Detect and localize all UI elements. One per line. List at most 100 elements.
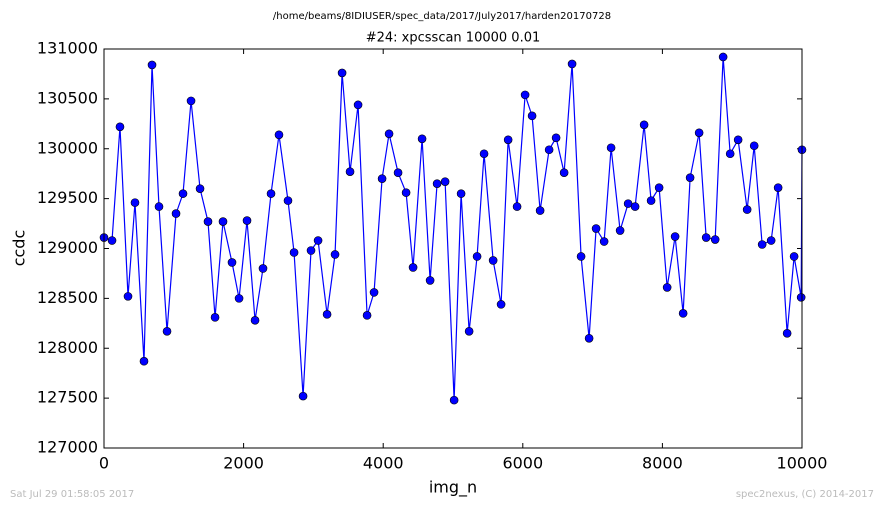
data-point — [710, 235, 720, 244]
data-point — [567, 59, 577, 69]
data-point — [322, 310, 332, 319]
data-point — [654, 183, 664, 192]
x-axis-label: img_n — [429, 478, 477, 498]
data-line — [103, 56, 803, 401]
data-point — [789, 252, 799, 261]
footer-right: spec2nexus, (C) 2014-2017 — [736, 489, 874, 500]
data-point — [576, 252, 586, 261]
data-point — [154, 202, 164, 211]
data-point — [162, 326, 172, 336]
data-point — [639, 120, 649, 130]
data-point — [464, 326, 474, 336]
data-point — [725, 149, 735, 159]
data-point — [425, 276, 435, 285]
data-point — [718, 52, 728, 62]
data-point — [472, 252, 482, 261]
data-point — [606, 143, 616, 153]
footer-left: Sat Jul 29 01:58:05 2017 — [10, 489, 134, 500]
data-point — [599, 237, 609, 246]
data-point — [218, 217, 228, 226]
data-point — [591, 224, 601, 233]
x-tick-label: 2000 — [223, 454, 264, 473]
data-point — [306, 246, 316, 255]
x-tick-label: 10000 — [777, 454, 828, 473]
x-tick-label: 4000 — [363, 454, 404, 473]
data-point — [266, 189, 276, 198]
data-point — [186, 96, 196, 106]
data-point — [615, 226, 625, 235]
data-point — [147, 60, 157, 70]
data-point — [195, 184, 205, 193]
data-point — [584, 333, 594, 343]
data-point — [353, 100, 363, 110]
y-tick-label: 130500 — [37, 88, 98, 107]
suptitle: /home/beams/8IDIUSER/spec_data/2017/July… — [273, 11, 611, 22]
data-point — [203, 217, 213, 226]
data-point — [694, 128, 704, 138]
data-point — [559, 168, 569, 177]
data-point — [503, 135, 513, 145]
data-point — [330, 250, 340, 259]
data-point — [456, 189, 466, 198]
y-tick-label: 128500 — [37, 288, 98, 307]
data-point — [401, 188, 411, 197]
data-point — [678, 309, 688, 318]
data-point — [432, 179, 442, 188]
y-tick-label: 130000 — [37, 138, 98, 157]
data-point — [234, 294, 244, 303]
data-point — [685, 173, 695, 182]
data-point — [258, 264, 268, 273]
data-point — [757, 240, 767, 249]
data-point — [662, 283, 672, 292]
data-point — [210, 313, 220, 322]
data-point — [527, 111, 537, 121]
data-point — [749, 141, 759, 151]
data-point — [298, 391, 308, 401]
data-point — [512, 202, 522, 211]
data-point — [782, 328, 792, 338]
data-point — [362, 311, 372, 320]
data-point — [440, 177, 450, 186]
data-point — [488, 256, 498, 265]
data-point — [384, 129, 394, 139]
data-point — [766, 236, 776, 245]
data-point — [701, 233, 711, 242]
data-point — [479, 149, 489, 159]
data-point — [139, 356, 149, 366]
y-axis-label: ccdc — [10, 230, 29, 267]
y-tick-label: 128000 — [37, 338, 98, 357]
data-point — [274, 130, 284, 140]
data-point — [123, 292, 133, 301]
data-point — [115, 122, 125, 132]
data-point — [496, 300, 506, 309]
y-tick-label: 129500 — [37, 188, 98, 207]
data-point — [773, 183, 783, 192]
y-tick-label: 127500 — [37, 388, 98, 407]
data-point — [345, 167, 355, 176]
data-point — [250, 316, 260, 325]
data-point — [742, 205, 752, 214]
data-point — [520, 90, 530, 100]
y-tick-label: 131000 — [37, 39, 98, 58]
data-point — [408, 263, 418, 272]
data-point — [377, 174, 387, 183]
data-point — [283, 196, 293, 205]
y-tick-label: 127000 — [37, 438, 98, 457]
x-tick-label: 6000 — [502, 454, 543, 473]
data-point — [313, 236, 323, 245]
data-point — [337, 68, 347, 78]
data-point — [670, 232, 680, 241]
data-point — [417, 134, 427, 144]
x-tick-label: 8000 — [642, 454, 683, 473]
data-point — [171, 209, 181, 218]
data-point — [289, 248, 299, 257]
data-point — [242, 216, 252, 225]
data-point — [796, 293, 806, 302]
data-point — [227, 258, 237, 267]
chart-title: #24: xpcsscan 10000 0.01 — [366, 31, 541, 46]
data-point — [107, 236, 117, 245]
data-point — [393, 168, 403, 177]
data-point — [733, 135, 743, 145]
